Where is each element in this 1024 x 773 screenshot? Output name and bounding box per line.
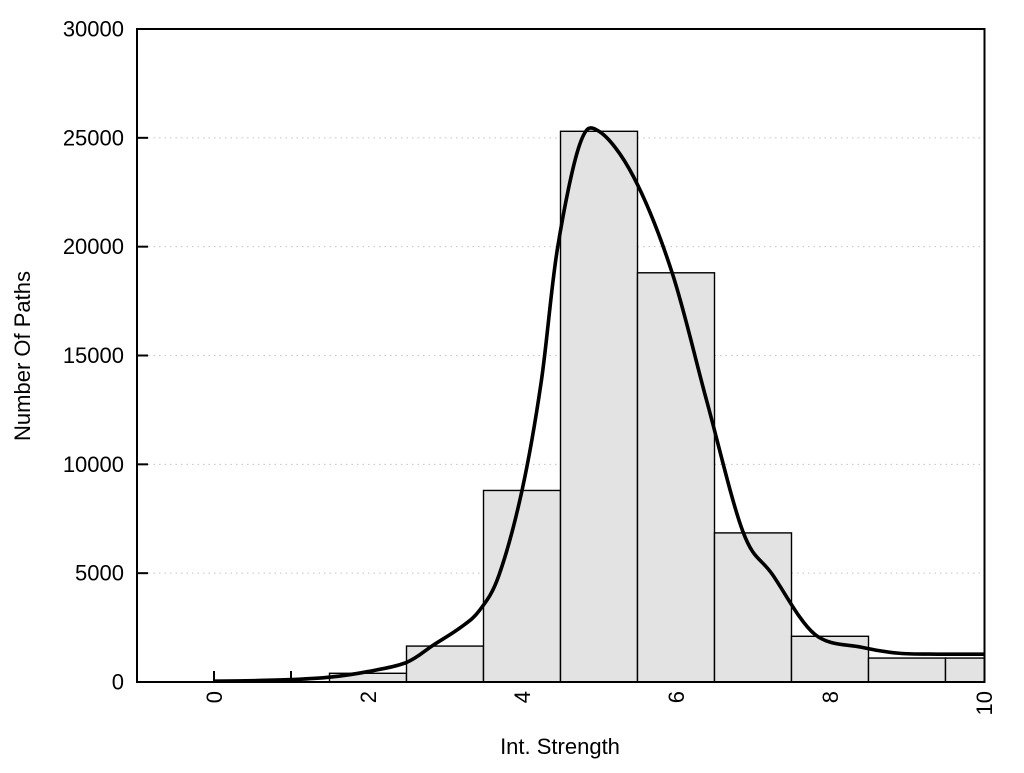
histogram-bar bbox=[405, 645, 485, 682]
histogram-bar bbox=[713, 532, 793, 682]
x-axis-title: Int. Strength bbox=[500, 734, 620, 759]
x-tick-label: 2 bbox=[356, 691, 381, 703]
x-tick-label: 6 bbox=[664, 691, 689, 703]
y-tick-label: 20000 bbox=[63, 234, 124, 259]
x-tick-label: 8 bbox=[818, 691, 843, 703]
x-tick-label: 0 bbox=[202, 691, 227, 703]
y-axis-title: Number Of Paths bbox=[10, 271, 35, 441]
y-tick-label: 5000 bbox=[75, 561, 124, 586]
x-tick-labels: 0 2 4 6 8 10 bbox=[202, 691, 997, 715]
x-tick-label: 4 bbox=[510, 691, 535, 703]
histogram-bar bbox=[559, 130, 639, 682]
histogram-bars bbox=[328, 130, 985, 682]
y-tick-labels: 0 5000 10000 15000 20000 25000 30000 bbox=[63, 17, 124, 695]
plot-border bbox=[136, 28, 986, 683]
x-tick-label: 10 bbox=[972, 691, 997, 715]
density-curve bbox=[213, 126, 985, 682]
histogram-bar bbox=[636, 272, 716, 682]
y-tick-label: 0 bbox=[112, 670, 124, 695]
y-tick-label: 30000 bbox=[63, 17, 124, 42]
histogram-bar bbox=[867, 657, 947, 682]
y-tick-label: 10000 bbox=[63, 452, 124, 477]
y-tick-label: 15000 bbox=[63, 343, 124, 368]
y-tick-label: 25000 bbox=[63, 125, 124, 150]
